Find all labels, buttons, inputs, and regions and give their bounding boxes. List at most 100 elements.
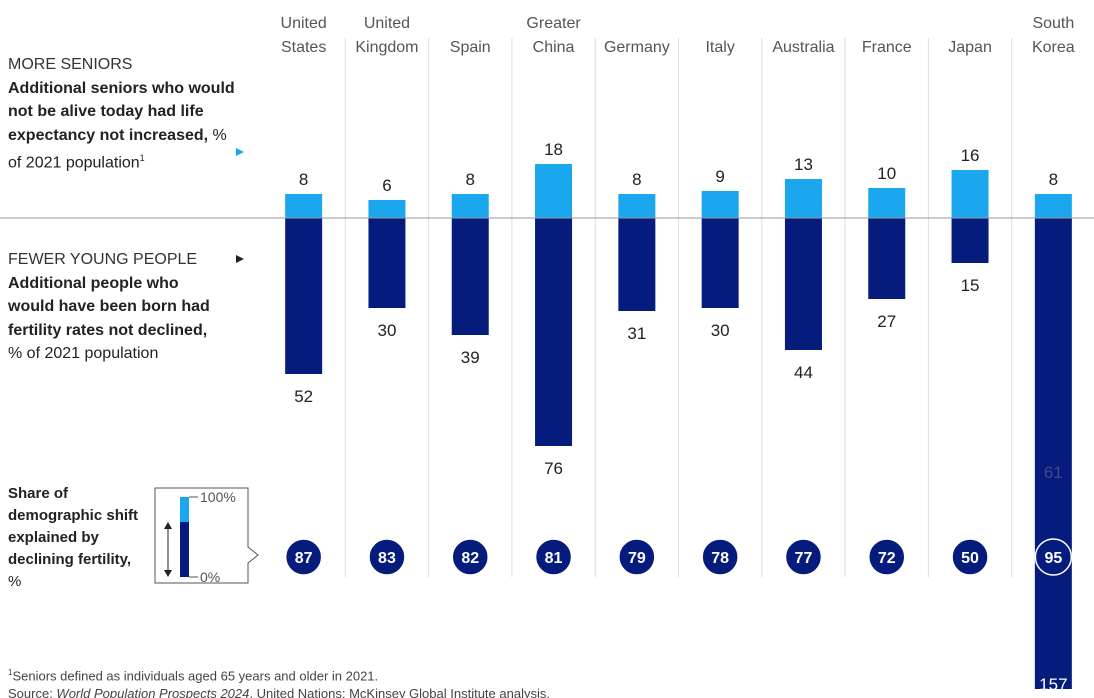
share-label: 82 — [461, 550, 479, 567]
value-label: 31 — [627, 324, 646, 343]
x-tick-label: France — [862, 39, 912, 56]
source: Source: World Population Prospects 2024,… — [8, 686, 550, 698]
bar — [285, 194, 323, 218]
bold-text: Share of demographic shift explained by … — [8, 485, 139, 568]
value-label: 30 — [377, 321, 396, 340]
x-tick-label: Japan — [948, 39, 992, 56]
share-circle — [701, 538, 739, 576]
bar — [535, 218, 573, 446]
value-label: 9 — [715, 167, 724, 186]
share-circle — [868, 538, 906, 576]
x-tick-line: China — [533, 39, 575, 56]
arrow — [236, 255, 244, 263]
share-label: 50 — [961, 550, 979, 567]
bar — [784, 179, 822, 218]
text: % — [8, 573, 22, 590]
share-circle — [1034, 538, 1073, 576]
value-label: 8 — [1049, 170, 1058, 189]
x-tick-label: South Korea — [1032, 15, 1075, 56]
young-text: FEWER YOUNG PEOPLE Additional people who… — [8, 248, 218, 366]
x-tick-line: United — [281, 15, 327, 32]
share-text: Share of demographic shift explained by … — [8, 483, 143, 593]
share-label: 77 — [795, 550, 813, 567]
bar — [868, 218, 906, 299]
x-tick-line: France — [862, 39, 912, 56]
bar — [535, 164, 573, 218]
series-name: MORE SENIORS — [8, 56, 133, 73]
x-tick-line: Japan — [948, 39, 992, 56]
value-label: 8 — [466, 170, 475, 189]
share-label: 78 — [711, 550, 729, 567]
key-arrow — [164, 570, 172, 577]
value-label: 30 — [711, 321, 730, 340]
bar — [368, 200, 406, 218]
value-label: 10 — [877, 164, 896, 183]
share-label: 81 — [545, 550, 563, 567]
x-tick-line: Kingdom — [355, 39, 418, 56]
bar — [1034, 218, 1072, 689]
value-label: 13 — [794, 155, 813, 174]
bar — [618, 194, 656, 218]
arrow — [236, 148, 244, 156]
x-tick-label: Greater China — [526, 15, 581, 56]
share-circle — [951, 538, 989, 576]
key-arrow — [164, 522, 172, 529]
value-label: 18 — [544, 140, 563, 159]
text: , United Nations; McKinsey Global Instit… — [249, 686, 550, 698]
value-label: 8 — [299, 170, 308, 189]
bar — [951, 218, 989, 263]
value-label: 16 — [961, 146, 980, 165]
bar — [368, 218, 406, 308]
share-circle — [784, 538, 823, 576]
x-tick-label: United States — [281, 15, 327, 56]
x-tick-line: United — [364, 15, 410, 32]
value-label: 52 — [294, 387, 313, 406]
x-tick-line: Germany — [604, 39, 670, 56]
share-circle — [368, 538, 406, 576]
bar — [451, 194, 489, 218]
bold-text: Additional seniors who would not be aliv… — [8, 79, 235, 144]
key-label: 100% — [200, 489, 236, 505]
bar — [1034, 194, 1072, 218]
value-label: 39 — [461, 348, 480, 367]
share-label: 79 — [628, 550, 646, 567]
bar — [285, 218, 323, 374]
share-circle — [618, 538, 656, 576]
share-label: 87 — [295, 550, 313, 567]
text: World Population Prospects 2024 — [56, 686, 250, 698]
bar — [784, 218, 822, 350]
x-tick-line: Korea — [1032, 39, 1075, 56]
share-label: 83 — [378, 550, 396, 567]
bar — [618, 218, 656, 311]
sup: 1 — [139, 153, 145, 163]
share-circle — [284, 538, 323, 576]
x-tick-line: South — [1032, 15, 1074, 32]
value-label: 76 — [544, 459, 563, 478]
text: % of 2021 population — [8, 126, 227, 172]
value-label: 27 — [877, 312, 896, 331]
x-tick-line: Australia — [772, 39, 834, 56]
value-label: 44 — [794, 363, 813, 382]
x-tick-line: States — [281, 39, 326, 56]
value-label: 157 — [1039, 675, 1067, 694]
bar — [701, 191, 739, 218]
share-circle — [534, 538, 573, 576]
x-tick-label: United Kingdom — [355, 15, 418, 56]
bar — [951, 170, 989, 218]
text: % of 2021 population — [8, 345, 159, 362]
x-tick-label: Australia — [772, 39, 834, 56]
x-tick-line: Italy — [705, 39, 734, 56]
share-circle — [451, 538, 489, 576]
x-tick-label: Italy — [705, 39, 734, 56]
bar — [701, 218, 739, 308]
bold-text: Additional people who would have been bo… — [8, 274, 210, 339]
footnote: 1Seniors defined as individuals aged 65 … — [8, 668, 378, 683]
share-label: 72 — [878, 550, 896, 567]
x-tick-line: Greater — [526, 15, 581, 32]
annotation: 61 — [1044, 463, 1063, 482]
seniors-text: MORE SENIORS Additional seniors who woul… — [8, 53, 238, 175]
text: Seniors defined as individuals aged 65 y… — [12, 668, 379, 684]
bar — [868, 188, 906, 218]
